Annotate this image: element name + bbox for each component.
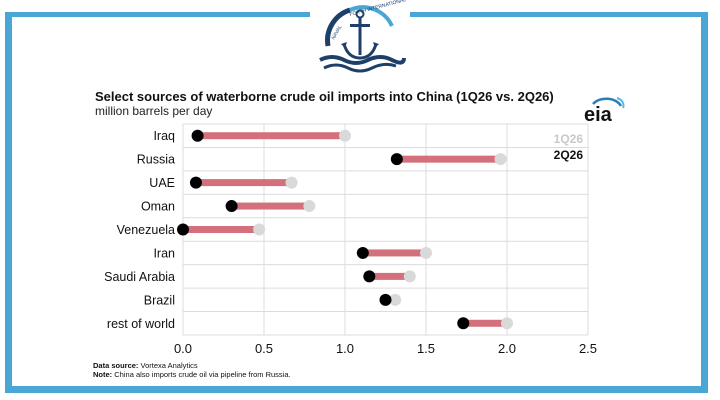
dot-2q26 [177, 223, 189, 236]
category-label: Venezuela [117, 223, 175, 237]
dot-2q26 [189, 176, 202, 189]
dumbbell-bar [197, 132, 345, 140]
chart-notes: Data source: Vortexa Analytics Note: Chi… [93, 361, 291, 379]
x-tick-label: 2.5 [579, 341, 597, 356]
dumbbell-bar [231, 202, 310, 210]
dumbbell-bar [362, 249, 426, 257]
x-tick-labels: 0.0 0.5 1.0 1.5 2.0 2.5 [174, 341, 597, 356]
anchor-logo: NAVAL FORTH INTERNATIONAL [310, 0, 410, 78]
eia-logo-text: eia [584, 104, 613, 126]
dot-1q26 [253, 223, 266, 236]
category-labels: Iraq Russia UAE Oman Venezuela Iran Saudi Arab… [104, 129, 175, 331]
dumbbell-bar [369, 272, 410, 280]
dot-1q26 [494, 153, 507, 166]
dumbbell-bar [195, 179, 292, 187]
category-label: Saudi Arabia [104, 270, 175, 284]
dot-1q26 [389, 293, 402, 306]
dot-2q26 [379, 293, 392, 306]
dots [177, 129, 513, 330]
dot-2q26 [390, 153, 403, 166]
source-label: Data source: [93, 361, 139, 370]
eia-logo: eia [581, 92, 625, 126]
category-label: UAE [149, 176, 175, 190]
chart-title: Select sources of waterborne crude oil i… [95, 89, 554, 104]
category-label: Brazil [144, 293, 175, 307]
dot-1q26 [501, 317, 513, 330]
legend-1q26: 1Q26 [554, 132, 584, 146]
dot-1q26 [285, 176, 298, 189]
dot-2q26 [225, 200, 238, 213]
dumbbell-bar [183, 226, 260, 233]
dot-2q26 [356, 246, 369, 259]
chart-subtitle: million barrels per day [95, 104, 213, 118]
dot-1q26 [403, 270, 416, 283]
note-label: Note: [93, 370, 113, 379]
dot-1q26 [339, 129, 351, 142]
dot-2q26 [457, 317, 470, 330]
note-value: China also imports crude oil via pipelin… [114, 370, 291, 379]
dumbbell-bar [463, 319, 507, 327]
legend-2q26: 2Q26 [554, 148, 584, 162]
dumbbell-bar [396, 155, 501, 163]
x-tick-label: 1.0 [336, 341, 354, 356]
source-value: Vortexa Analytics [140, 361, 198, 370]
category-label: rest of world [107, 317, 175, 331]
category-label: Iran [153, 246, 175, 260]
dot-1q26 [420, 246, 432, 259]
category-label: Russia [137, 153, 175, 167]
dot-2q26 [191, 129, 204, 142]
x-tick-label: 2.0 [498, 341, 516, 356]
category-label: Iraq [153, 129, 175, 143]
x-tick-label: 1.5 [417, 341, 435, 356]
dot-1q26 [303, 200, 316, 213]
x-tick-label: 0.5 [255, 341, 273, 356]
dot-2q26 [363, 270, 376, 283]
category-label: Oman [141, 200, 175, 214]
legend: 1Q26 2Q26 [554, 132, 584, 162]
x-tick-label: 0.0 [174, 341, 192, 356]
